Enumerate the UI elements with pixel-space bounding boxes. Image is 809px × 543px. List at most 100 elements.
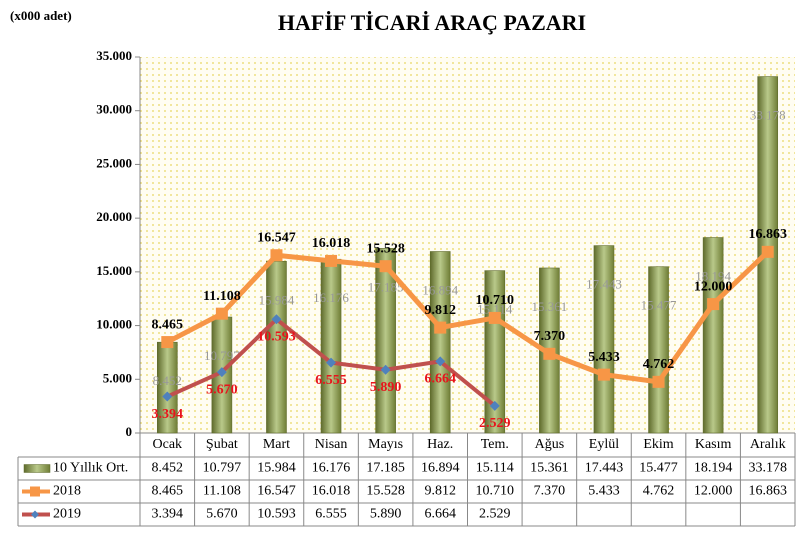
table-cell: 7.370 [534,484,566,499]
table-cell: 17.185 [366,461,405,476]
table-cell: 16.547 [257,484,296,499]
bar-value-label: 10.797 [204,348,240,363]
table-cell: 15.984 [257,461,296,476]
bar-value-label: 16.894 [422,282,458,297]
legend-swatch [23,464,51,473]
x-tick-label: Ocak [153,437,183,452]
marker [488,311,501,324]
y-tick-label: 10.000 [96,317,132,332]
table-cell: 33.178 [748,461,787,476]
legend-marker [31,510,39,519]
x-tick-label: Nisan [315,437,348,452]
marker [761,245,774,258]
table-cell: 15.114 [476,461,514,476]
bar-value-label: 17.443 [586,277,622,292]
x-tick-label: Şubat [206,437,238,452]
line-value-label: 5.433 [588,350,620,365]
x-tick-label: Mayıs [368,437,403,452]
marker [435,356,446,367]
table-cell: 8.452 [152,461,184,476]
marker [597,368,610,381]
bar-value-label: 15.361 [532,299,568,314]
line-value-label: 5.890 [370,380,402,395]
bar [429,251,451,434]
line-value-label: 4.762 [643,357,675,372]
x-tick-label: Ekim [643,437,673,452]
marker [325,254,338,267]
marker [434,321,447,334]
marker [326,357,337,368]
table-cell: 10.797 [203,461,242,476]
table-cell: 11.108 [203,484,241,499]
table-cell: 8.465 [152,484,184,499]
marker [216,367,227,378]
x-tick-label: Ağus [535,437,565,452]
line-value-label: 16.547 [257,230,296,245]
marker [270,249,283,262]
table-cell: 5.433 [588,484,620,499]
x-tick-label: Eylül [589,437,619,452]
x-tick-label: Mart [263,437,290,452]
line-value-label: 16.018 [312,236,351,251]
y-tick-label: 0 [126,424,133,439]
table-cell: 16.018 [312,484,351,499]
x-tick-label: Haz. [427,437,453,452]
table-cell: 6.555 [315,507,347,522]
x-tick-label: Kasım [695,437,732,452]
line-value-label: 8.465 [152,317,184,332]
y-tick-label: 5.000 [103,370,132,385]
y-tick-label: 35.000 [96,48,132,63]
bar [593,245,615,434]
x-tick-label: Tem. [481,437,509,452]
table-cell: 4.762 [643,484,675,499]
line-value-label: 6.664 [424,372,456,387]
table-cell: 16.863 [748,484,787,499]
marker [162,391,173,402]
bar-value-label: 15.114 [477,302,513,317]
legend-label: 10 Yıllık Ort. [53,461,128,476]
line-value-label: 6.555 [315,373,347,388]
line-value-label: 12.000 [694,279,733,294]
marker [161,336,174,349]
plot-area [140,57,795,433]
table-cell: 15.528 [366,484,405,499]
line-value-label: 10.593 [257,329,296,344]
line-value-label: 16.863 [748,227,787,242]
marker [380,364,391,375]
bar [484,270,506,434]
line-value-label: 10.710 [476,293,515,308]
table-cell: 16.894 [421,461,460,476]
legend-label: 2018 [53,484,81,499]
table-cell: 5.890 [370,507,402,522]
table-cell: 17.443 [585,461,624,476]
marker [379,260,392,273]
marker [271,314,282,325]
marker [543,347,556,360]
marker [489,400,500,411]
legend-marker [30,486,40,497]
line-value-label: 5.670 [206,382,238,397]
bar-value-label: 16.176 [313,290,349,305]
y-tick-label: 20.000 [96,209,132,224]
line-value-label: 7.370 [534,329,566,344]
bar [375,248,396,434]
marker [652,375,665,388]
bar-value-label: 8.452 [153,373,182,388]
y-tick-label: 25.000 [96,155,132,170]
table-cell: 15.361 [530,461,569,476]
table-cell: 6.664 [424,507,456,522]
bar [648,266,669,434]
series-line [166,250,770,385]
table-cell: 3.394 [152,507,184,522]
table-cell: 15.477 [639,461,678,476]
line-value-label: 15.528 [366,241,405,256]
line-value-label: 11.108 [203,289,241,304]
table-cell: 5.670 [206,507,238,522]
marker [707,298,720,311]
table-cell: 10.593 [257,507,296,522]
table-cell: 10.710 [476,484,515,499]
y-tick-label: 15.000 [96,263,132,278]
chart-title: HAFİF TİCARİ ARAÇ PAZARI [278,10,586,35]
table-cell: 2.529 [479,507,511,522]
